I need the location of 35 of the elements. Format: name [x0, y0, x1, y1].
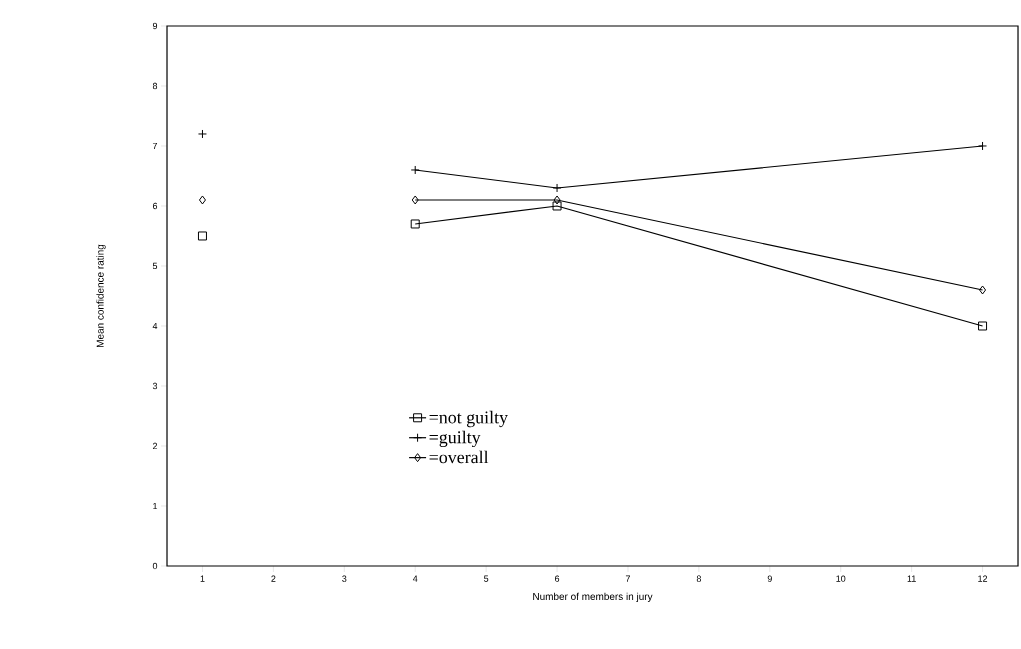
y-tick-label: 8 [152, 82, 158, 90]
x-tick-label: 5 [484, 575, 489, 582]
x-tick-label: 8 [696, 575, 701, 582]
x-tick-label: 7 [625, 575, 631, 582]
point [979, 285, 987, 295]
point [978, 321, 988, 331]
point [198, 195, 206, 205]
point [410, 219, 420, 229]
y-tick-label: 4 [152, 322, 158, 330]
x-tick-label: 11 [907, 575, 916, 582]
x-tick-label: 12 [978, 575, 988, 582]
point [552, 201, 562, 211]
y-tick-label: 6 [152, 202, 158, 210]
legend-label: =guilty [429, 430, 481, 448]
y-tick-label: 5 [152, 262, 158, 270]
y-tick-label: 7 [152, 142, 158, 150]
y-tick-label: 0 [152, 562, 158, 570]
x-tick-label: 6 [555, 575, 560, 582]
y-axis-title: Mean confidence rating [96, 244, 106, 347]
x-tick-label: 2 [271, 575, 276, 582]
y-tick-label: 3 [152, 382, 158, 390]
x-tick-label: 4 [412, 575, 418, 582]
y-tick-label: 9 [152, 22, 158, 30]
x-tick-label: 3 [342, 575, 347, 582]
x-tick-label: 1 [200, 575, 205, 582]
point [197, 231, 207, 241]
point [553, 195, 561, 205]
x-tick-label: 9 [767, 575, 772, 582]
legend-label: =overall [429, 450, 489, 464]
y-tick-label: 1 [153, 502, 158, 510]
y-tick-label: 2 [152, 442, 158, 450]
legend-label: =not guilty [429, 410, 508, 428]
x-axis-title: Number of members in jury [533, 592, 653, 602]
point [411, 195, 419, 205]
x-tick-label: 10 [836, 575, 846, 582]
